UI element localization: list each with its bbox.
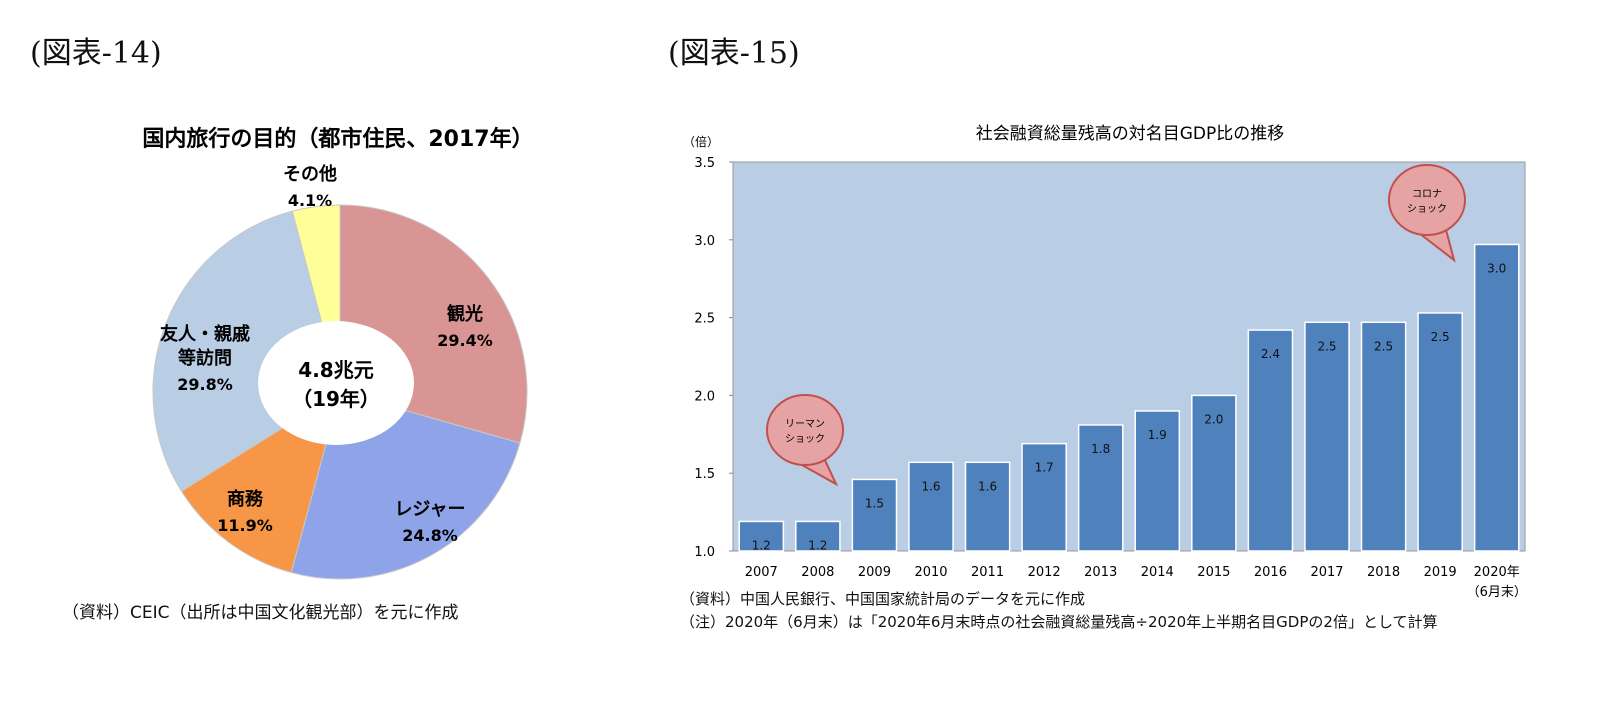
x-tick-label: 2011 [971,565,1004,580]
bar-data-label: 1.9 [1148,428,1167,442]
bar-data-label: 1.7 [1035,461,1054,475]
y-tick-label: 1.5 [694,467,715,482]
y-tick-label: 2.5 [694,312,715,327]
x-tick-label: 2013 [1084,565,1117,580]
callout-text: ショック [1407,203,1447,215]
y-tick-label: 3.5 [694,156,715,171]
bar-data-label: 1.2 [752,538,771,552]
bar-data-label: 1.6 [978,479,997,493]
x-tick-label: 2015 [1197,565,1230,580]
figure-label-14: (図表-14) [30,36,162,71]
y-tick-label: 1.0 [694,545,715,560]
x-tick-label: 2020年 [1474,565,1520,580]
bar [1247,329,1294,552]
bar [1077,424,1124,552]
x-tick-label: 2010 [914,565,947,580]
bar [1417,312,1463,552]
pie-slice-value: 11.9% [217,516,273,535]
callout-text: コロナ [1412,188,1442,200]
pie-slice-value: 4.1% [288,191,332,210]
callout-text: リーマン [785,419,825,430]
bar-data-label: 2.4 [1261,347,1280,361]
x-tick-label: 2016 [1254,565,1287,580]
x-tick-label: 2009 [858,565,891,580]
x-tick-label: 2007 [745,565,778,580]
pie-slice-name: 商務 [227,488,264,510]
pie-slice-name: レジャー [394,499,465,520]
callout-join [794,454,822,462]
callout-bubble [766,394,844,466]
bar-data-label: 2.5 [1431,330,1450,344]
pie-slice-value: 24.8% [402,526,458,545]
bar-data-label: 2.0 [1204,412,1223,426]
bar [851,478,898,552]
donut-hole [258,321,414,445]
bar [1134,410,1181,552]
callout-bubble [1388,164,1466,236]
x-tick-label: 2018 [1367,565,1400,580]
figure-label-15: (図表-15) [668,36,800,71]
bar [1021,442,1067,552]
bar [1191,394,1237,552]
bar-note: （注）2020年（6月末）は「2020年6月末時点の社会融資総量残高÷2020年… [680,613,1438,631]
y-axis-unit: （倍） [683,134,719,149]
bar-title: 社会融資総量残高の対名目GDP比の推移 [976,124,1285,144]
y-tick-label: 2.0 [694,389,715,404]
callout-text: ショック [785,433,825,445]
bar [1304,321,1350,552]
bar [795,520,841,552]
bar-data-label: 1.6 [921,479,940,493]
bar-data-label: 1.2 [808,538,827,552]
callout-join [1416,224,1444,232]
x-tick-label: 2017 [1310,565,1343,580]
pie-center-total: 4.8兆元 [298,358,373,382]
y-tick-label: 3.0 [694,234,715,249]
bar-data-label: 1.5 [865,496,884,510]
bar [908,461,954,552]
x-tick-label: 2019 [1424,565,1457,580]
pie-source: （資料）CEIC（出所は中国文化観光部）を元に作成 [62,603,459,623]
x-tick-label: 2008 [801,565,834,580]
pie-center-year: （19年） [292,387,380,411]
x-tick-label: 2014 [1141,565,1174,580]
bar-data-label: 3.0 [1487,261,1506,275]
pie-slice-name: 観光 [447,303,483,325]
x-tick-label: 2012 [1028,565,1061,580]
x-tick-sublabel: （6月末） [1467,585,1527,600]
bar-source: （資料）中国人民銀行、中国国家統計局のデータを元に作成 [680,590,1086,608]
bar [1473,243,1520,552]
pie-slice-name: 等訪問 [178,347,232,369]
bar-data-label: 2.5 [1317,339,1336,353]
pie-slice-value: 29.8% [177,375,233,394]
bar-data-label: 1.8 [1091,442,1110,456]
pie-title: 国内旅行の目的（都市住民、2017年） [142,126,533,152]
bar-data-label: 2.5 [1374,339,1393,353]
pie-slice-name: その他 [283,163,337,185]
pie-slice-name: 友人・親戚 [160,323,250,345]
bar [738,520,785,552]
bar [964,461,1011,552]
pie-slice-value: 29.4% [437,331,493,350]
bar [1360,321,1407,552]
